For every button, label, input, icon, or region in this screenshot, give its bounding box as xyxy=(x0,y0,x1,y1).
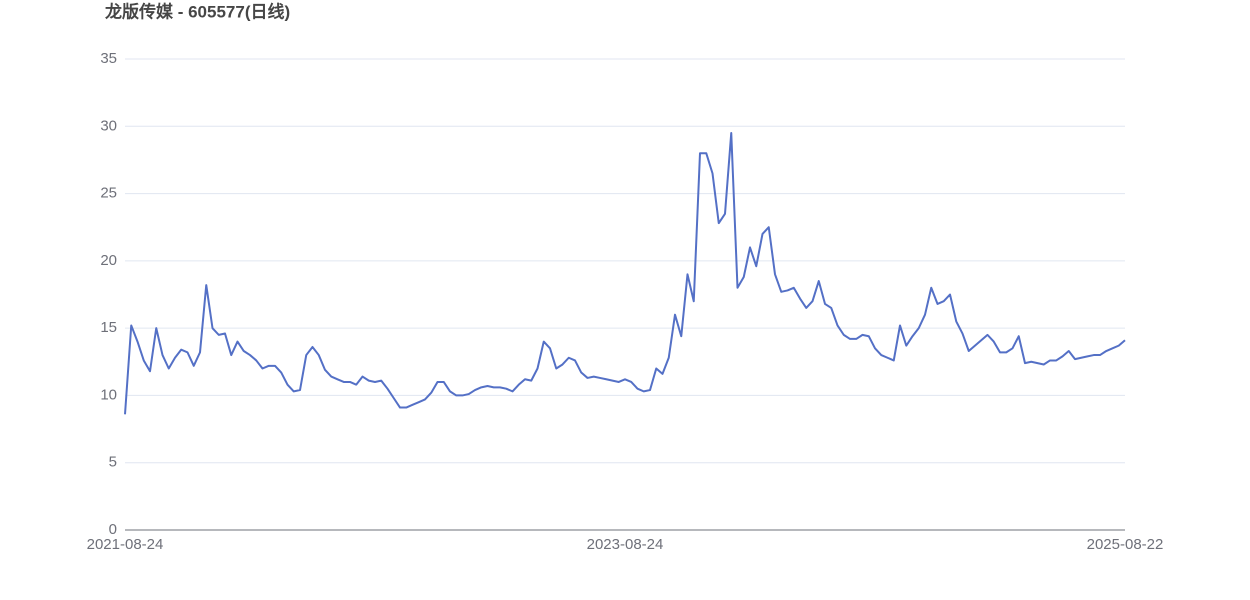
chart-title: 龙版传媒 - 605577(日线) xyxy=(104,1,290,21)
y-tick-label: 0 xyxy=(109,521,117,538)
y-tick-label: 15 xyxy=(100,319,117,336)
x-tick-label: 2021-08-24 xyxy=(87,536,164,553)
y-tick-label: 30 xyxy=(100,117,117,134)
price-line xyxy=(124,132,1126,415)
y-tick-label: 25 xyxy=(100,185,117,202)
y-tick-label: 5 xyxy=(109,454,117,471)
y-tick-label: 35 xyxy=(100,50,117,67)
x-tick-label: 2023-08-24 xyxy=(587,536,664,553)
y-tick-label: 10 xyxy=(100,386,117,403)
x-tick-label: 2025-08-22 xyxy=(1087,536,1164,553)
y-tick-label: 20 xyxy=(100,252,117,269)
